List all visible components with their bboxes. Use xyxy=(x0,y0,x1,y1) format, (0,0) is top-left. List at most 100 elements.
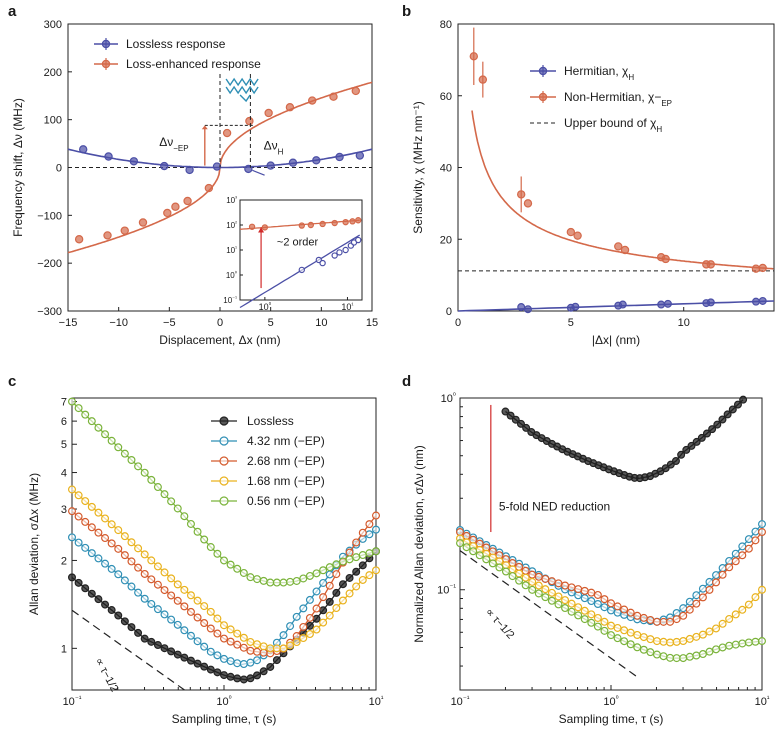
series-marker xyxy=(312,587,321,596)
series-marker xyxy=(173,580,182,589)
series-marker xyxy=(167,497,176,506)
series-marker xyxy=(718,570,727,579)
series-marker xyxy=(712,571,721,580)
series-marker xyxy=(554,600,563,609)
slope-label: ∝ τ−1/2 xyxy=(483,606,517,642)
series-marker xyxy=(475,551,484,560)
series-marker xyxy=(757,585,766,594)
y-tick-label: 0 xyxy=(56,163,62,175)
legend-label: 2.68 nm (−EP) xyxy=(247,454,325,468)
series-marker xyxy=(338,580,347,589)
inset-frame xyxy=(239,199,363,301)
series-marker xyxy=(692,437,701,446)
legend-label: Loss-enhanced response xyxy=(126,57,261,71)
series-marker xyxy=(319,618,328,627)
series-marker xyxy=(292,612,301,621)
lossless-point xyxy=(185,165,194,175)
series-marker xyxy=(708,425,717,434)
series-marker xyxy=(94,423,103,432)
series-marker xyxy=(253,575,262,584)
series-marker xyxy=(107,564,116,573)
series-marker xyxy=(698,650,707,659)
series-marker xyxy=(705,577,714,586)
series-marker xyxy=(692,591,701,600)
panel-label-c: c xyxy=(8,373,16,390)
series-marker xyxy=(186,591,195,600)
non-hermitian-point xyxy=(469,52,478,61)
series-marker xyxy=(620,637,629,646)
series-marker xyxy=(718,619,727,628)
lossless-point xyxy=(212,162,222,171)
x-tick-label: 10⁰ xyxy=(216,694,231,709)
series-marker xyxy=(358,528,367,537)
series-marker xyxy=(101,600,110,609)
series-marker xyxy=(677,450,686,459)
series-marker xyxy=(338,557,347,566)
series-marker xyxy=(705,585,714,594)
series-marker xyxy=(338,596,347,605)
panel-label-b: b xyxy=(402,3,411,20)
series-marker xyxy=(279,644,288,653)
series-marker xyxy=(352,553,361,562)
series-marker xyxy=(226,672,235,681)
series-marker xyxy=(541,574,550,583)
series-marker xyxy=(253,656,262,665)
series-marker xyxy=(705,647,714,656)
series-marker xyxy=(345,589,354,598)
series-marker xyxy=(87,417,96,426)
hermitian-point xyxy=(758,296,767,305)
y-axis-label: Normalized Allan deviation, σΔν (nm) xyxy=(412,445,426,643)
series-marker xyxy=(671,456,680,465)
series-marker xyxy=(94,595,103,604)
series-marker xyxy=(120,551,129,560)
series-marker xyxy=(74,512,83,521)
series-marker xyxy=(81,497,90,506)
series-marker xyxy=(213,614,222,623)
series-marker xyxy=(672,615,681,624)
y-tick-label: 2 xyxy=(61,555,67,567)
loss-enhanced-point xyxy=(245,116,254,126)
loss-enhanced-point xyxy=(329,92,338,101)
series-marker xyxy=(173,620,182,629)
hermitian-point xyxy=(618,300,627,309)
series-marker xyxy=(646,615,655,624)
series-marker xyxy=(160,610,169,619)
lossless-point xyxy=(78,145,88,154)
panel-label-a: a xyxy=(8,3,17,20)
series-marker xyxy=(167,591,176,600)
legend-label: Lossless xyxy=(247,414,294,428)
x-tick-label: 10⁻¹ xyxy=(63,694,82,709)
inset-orange-point xyxy=(342,218,349,226)
inset-annotation: ~2 order xyxy=(277,237,319,249)
series-marker xyxy=(738,542,747,551)
series-marker xyxy=(266,578,275,587)
inset-y-tick-label: 10³ xyxy=(226,196,237,205)
series-marker xyxy=(547,588,556,597)
series-marker xyxy=(114,611,123,620)
series-marker xyxy=(365,520,374,529)
delta-ep-arrowhead xyxy=(201,125,208,130)
series-marker xyxy=(279,631,288,640)
y-tick-label: 200 xyxy=(44,67,62,79)
series-marker xyxy=(193,637,202,646)
x-tick-label: −15 xyxy=(59,317,78,329)
series-marker xyxy=(233,629,242,638)
legend-marker xyxy=(101,59,111,69)
series-marker xyxy=(626,608,635,617)
series-marker xyxy=(633,611,642,620)
series-marker xyxy=(666,617,675,626)
series-marker xyxy=(74,538,83,547)
inset-orange-point xyxy=(248,223,256,230)
y-tick-label: 10⁻¹ xyxy=(437,582,456,597)
series-marker xyxy=(358,575,367,584)
series-marker xyxy=(147,575,156,584)
loss-enhanced-point xyxy=(103,231,112,240)
series-marker xyxy=(718,415,727,424)
series-marker xyxy=(160,644,169,653)
series-marker xyxy=(206,543,215,552)
lossless-point xyxy=(335,152,344,162)
series-marker xyxy=(705,627,714,636)
loss-enhanced-point xyxy=(138,218,148,227)
lossless-point xyxy=(312,156,321,165)
x-tick-label: 10⁻¹ xyxy=(451,694,470,709)
